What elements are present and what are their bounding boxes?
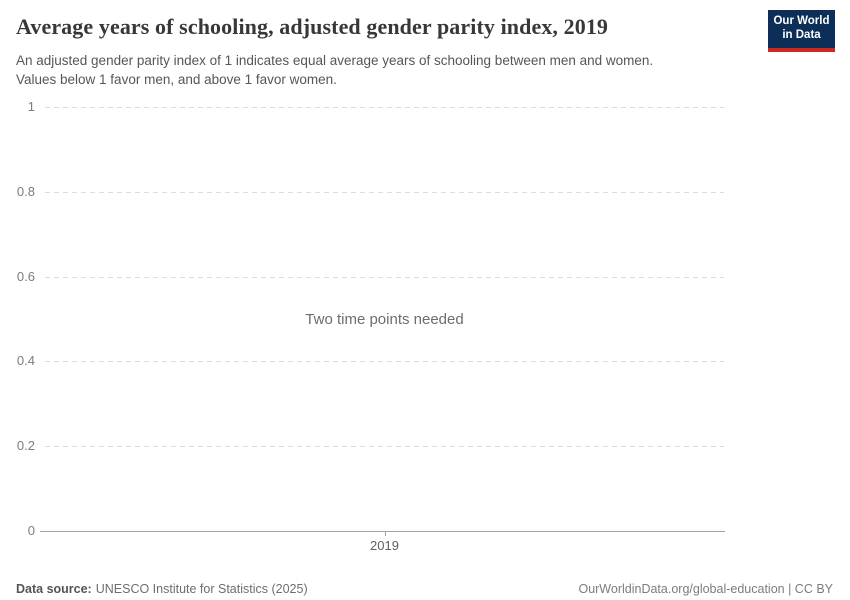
y-tick-label: 0.2 (16, 438, 35, 454)
y-tick-label: 0.4 (16, 353, 35, 369)
chart-title: Average years of schooling, adjusted gen… (16, 14, 609, 39)
gridline (45, 191, 724, 193)
gridline (45, 446, 724, 448)
y-tick-label: 0 (27, 523, 35, 538)
chart-subtitle: An adjusted gender parity index of 1 ind… (16, 51, 653, 89)
data-source-text: UNESCO Institute for Statistics (2025) (95, 581, 308, 596)
owid-logo-line-1: Our World (773, 15, 830, 27)
gridline (45, 107, 724, 108)
owid-logo-line-2: in Data (782, 29, 821, 41)
gridline (45, 276, 724, 278)
empty-state-message: Two time points needed (305, 311, 464, 328)
owid-logo[interactable]: Our World in Data (768, 10, 835, 52)
y-tick-label: 0.6 (16, 268, 35, 284)
chart-subtitle-line-1: An adjusted gender parity index of 1 ind… (16, 53, 654, 68)
y-tick-label: 0.8 (16, 183, 35, 199)
gridline (45, 361, 724, 363)
chart-subtitle-line-2: Values below 1 favor men, and above 1 fa… (16, 72, 337, 87)
data-source-label: Data source: (16, 581, 92, 596)
data-source: Data source: UNESCO Institute for Statist… (16, 582, 308, 596)
y-tick-label: 1 (27, 99, 35, 114)
x-tick-label: 2019 (370, 538, 399, 553)
owid-link[interactable]: OurWorldinData.org/global-education | CC… (578, 581, 833, 596)
x-axis-line (40, 531, 725, 532)
x-tick (384, 531, 386, 536)
